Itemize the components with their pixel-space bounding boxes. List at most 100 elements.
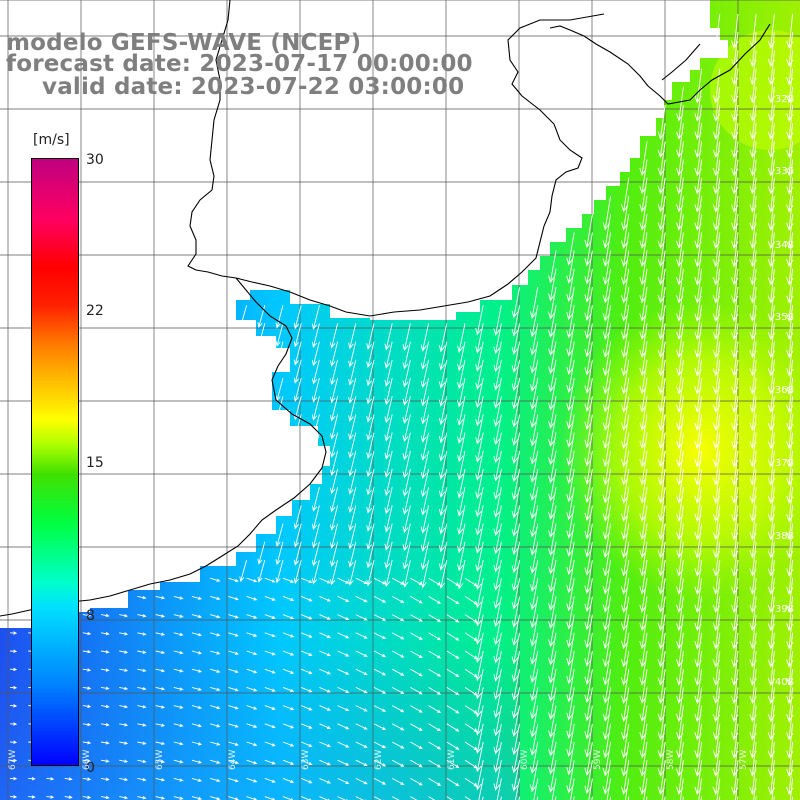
- wind-arrow: [282, 632, 295, 638]
- wind-arrow: [337, 759, 350, 766]
- wind-arrow: [584, 723, 593, 758]
- wind-arrow: [402, 414, 411, 443]
- wind-arrow: [446, 796, 454, 800]
- wind-arrow: [293, 323, 302, 348]
- wind-arrow: [493, 523, 502, 555]
- wind-arrow: [602, 596, 612, 631]
- wind-arrow: [137, 759, 147, 764]
- wind-arrow: [639, 669, 648, 704]
- wind-arrow: [355, 614, 368, 621]
- wind-arrow: [264, 595, 276, 601]
- wind-arrow: [511, 450, 521, 483]
- wind-arrow: [446, 596, 460, 605]
- wind-arrow: [275, 305, 284, 329]
- wind-arrow: [100, 686, 110, 690]
- wind-arrow: [464, 632, 478, 642]
- wind-arrow: [464, 577, 478, 587]
- wind-arrow: [566, 250, 575, 284]
- wind-arrow: [428, 614, 442, 623]
- wind-arrow: [457, 487, 466, 517]
- wind-arrow: [319, 777, 331, 784]
- wind-arrow: [584, 268, 593, 303]
- wind-arrow: [457, 523, 466, 554]
- wind-arrow: [529, 487, 539, 520]
- wind-arrow: [391, 723, 405, 731]
- wind-arrow: [734, 778, 739, 800]
- wind-arrow: [348, 559, 357, 586]
- wind-arrow: [584, 760, 593, 795]
- wind-arrow: [602, 487, 612, 522]
- wind-arrow: [246, 777, 258, 783]
- wind-arrow: [620, 614, 630, 650]
- wind-arrow: [602, 286, 612, 322]
- wind-arrow: [475, 341, 484, 372]
- wind-arrow: [373, 759, 387, 767]
- wind-arrow: [584, 214, 593, 249]
- lat-label-38s: 38S: [774, 531, 794, 542]
- wind-arrow: [464, 796, 472, 800]
- wind-arrow: [293, 541, 302, 566]
- wind-arrow: [493, 305, 502, 336]
- wind-arrow: [119, 704, 129, 709]
- wind-arrow: [620, 432, 630, 468]
- wind-arrow: [511, 687, 521, 719]
- wind-arrow: [551, 778, 557, 800]
- wind-arrow: [9, 667, 18, 672]
- wind-arrow: [228, 595, 239, 601]
- wind-arrow: [548, 305, 557, 338]
- wind-arrow: [548, 487, 557, 520]
- wind-arrow: [602, 468, 612, 504]
- wind-arrow: [228, 614, 239, 619]
- wind-arrow: [384, 377, 393, 406]
- lon-label-61w: 61W: [447, 749, 457, 770]
- wind-arrow: [337, 577, 350, 584]
- wind-arrow: [639, 432, 648, 468]
- wind-arrow: [402, 541, 411, 570]
- lat-label-32s: 32S: [774, 94, 794, 105]
- wind-arrow: [301, 650, 313, 656]
- wind-arrow: [311, 359, 320, 385]
- wind-arrow: [602, 705, 612, 741]
- wind-arrow: [329, 559, 339, 586]
- wind-arrow: [548, 559, 557, 593]
- wind-arrow: [620, 177, 630, 213]
- wind-arrow: [584, 396, 593, 431]
- wind-arrow: [82, 686, 92, 690]
- wind-arrow: [511, 705, 521, 737]
- wind-arrow: [301, 577, 313, 584]
- wind-arrow: [355, 759, 368, 766]
- wind-arrow: [420, 559, 430, 589]
- wind-arrow: [464, 759, 478, 769]
- wind-arrow: [391, 705, 405, 713]
- wind-arrow: [191, 796, 202, 800]
- wind-arrow: [420, 541, 430, 571]
- wind-arrow: [264, 741, 276, 747]
- wind-arrow: [566, 286, 575, 321]
- wind-arrow: [264, 759, 276, 765]
- wind-arrow: [475, 450, 484, 481]
- wind-arrow: [566, 741, 575, 776]
- wind-arrow: [639, 650, 648, 686]
- wind-arrow: [355, 777, 368, 785]
- wind-arrow: [293, 505, 302, 530]
- wind-arrow: [402, 432, 411, 461]
- wind-arrow: [602, 669, 612, 704]
- wind-arrow: [511, 286, 521, 319]
- wind-arrow: [282, 614, 295, 620]
- wind-arrow: [366, 559, 375, 587]
- wind-arrow: [566, 359, 575, 394]
- wind-arrow: [620, 596, 630, 632]
- wind-arrow: [566, 377, 575, 412]
- wind-arrow: [191, 741, 202, 746]
- wind-arrow: [639, 760, 648, 795]
- wind-arrow: [64, 795, 73, 799]
- wind-arrow: [329, 359, 339, 385]
- wind-arrow: [191, 723, 202, 728]
- wind-arrow: [366, 414, 375, 441]
- wind-arrow: [420, 450, 430, 480]
- wind-arrow: [639, 541, 648, 577]
- wind-arrow: [410, 778, 423, 786]
- wind-vectors: [9, 13, 794, 800]
- wind-arrow: [464, 687, 478, 696]
- wind-arrow: [446, 741, 460, 750]
